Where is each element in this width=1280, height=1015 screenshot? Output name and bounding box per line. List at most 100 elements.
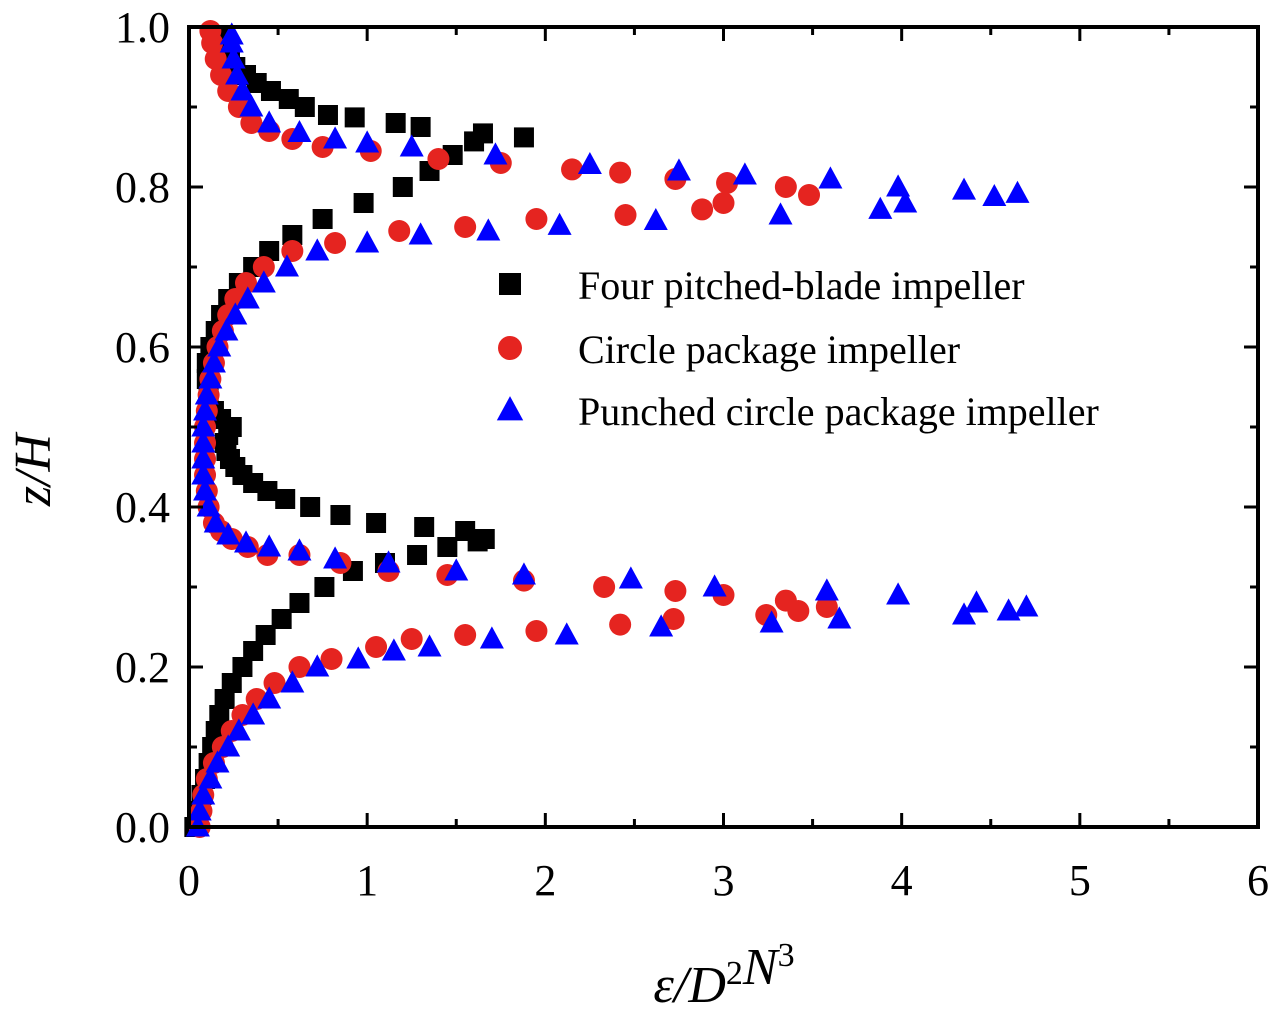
data-point — [649, 614, 674, 637]
data-point — [407, 545, 428, 565]
legend-label: Four pitched-blade impeller — [578, 263, 1025, 308]
data-point — [952, 602, 977, 625]
data-point — [239, 94, 264, 117]
x-tick-label: 5 — [1069, 856, 1091, 905]
data-point — [198, 366, 223, 389]
data-point — [209, 705, 230, 725]
data-point — [274, 254, 299, 277]
axis-ticks — [187, 25, 1260, 829]
data-point — [314, 577, 335, 597]
data-point — [216, 734, 241, 757]
data-point — [511, 562, 536, 585]
data-point — [278, 89, 299, 109]
data-point — [259, 241, 280, 261]
x-tick-label: 3 — [713, 856, 735, 905]
data-point — [479, 626, 504, 649]
data-point — [207, 334, 232, 357]
data-point — [868, 196, 893, 219]
data-point — [234, 530, 259, 553]
data-point — [317, 105, 338, 125]
data-point — [716, 172, 739, 194]
data-point — [1005, 180, 1030, 203]
legend: Four pitched-blade impeller Circle packag… — [496, 263, 1099, 434]
x-tick-label: 6 — [1247, 856, 1269, 905]
data-point — [216, 522, 241, 545]
data-point — [219, 22, 244, 45]
data-point — [203, 510, 228, 533]
data-point — [996, 598, 1021, 621]
data-point — [437, 537, 458, 557]
data-point — [577, 152, 602, 175]
data-point — [815, 596, 838, 618]
data-point — [472, 123, 493, 144]
y-tick-label: 0.8 — [115, 163, 170, 212]
data-point — [759, 610, 784, 633]
data-point — [330, 505, 351, 525]
data-point — [191, 446, 216, 469]
data-point — [294, 97, 315, 117]
data-point — [381, 638, 406, 661]
data-point — [275, 489, 296, 509]
data-point — [223, 302, 248, 325]
data-point — [399, 134, 424, 157]
data-point — [618, 566, 643, 589]
axis-tick-labels: 0 1 2 3 4 5 6 0.0 0.2 0.4 0.6 0.8 1.0 — [115, 3, 1269, 905]
y-tick-label: 0.0 — [115, 803, 170, 852]
data-point — [614, 204, 637, 226]
y-tick-label: 0.4 — [115, 483, 170, 532]
data-point — [191, 782, 216, 805]
data-point — [240, 112, 263, 134]
x-axis-title: ε/D2N3 — [653, 937, 794, 1014]
x-tick-label: 1 — [356, 856, 378, 905]
data-point — [225, 62, 250, 85]
data-point — [198, 766, 223, 789]
data-point — [525, 208, 548, 230]
data-point — [191, 430, 216, 453]
legend-label: Punched circle package impeller — [578, 389, 1099, 434]
data-point — [214, 689, 235, 709]
data-point — [454, 216, 477, 238]
data-point — [666, 158, 691, 181]
data-point — [774, 176, 797, 198]
data-point — [199, 20, 222, 42]
data-point — [355, 130, 380, 153]
data-point — [400, 628, 423, 650]
data-point — [232, 657, 253, 677]
data-point — [194, 382, 219, 405]
data-point — [798, 184, 821, 206]
data-point — [561, 158, 584, 181]
y-tick-label: 0.6 — [115, 323, 170, 372]
data-point — [305, 654, 330, 677]
data-point — [554, 622, 579, 645]
data-point — [664, 580, 687, 602]
data-point — [712, 192, 735, 214]
data-point — [702, 574, 727, 597]
legend-label: Circle package impeller — [578, 327, 960, 372]
data-point — [476, 218, 501, 241]
y-tick-label: 0.2 — [115, 643, 170, 692]
data-point — [230, 78, 255, 101]
data-point — [257, 686, 282, 709]
data-point — [257, 110, 282, 133]
data-point — [243, 641, 264, 661]
data-point — [417, 634, 442, 657]
data-point — [814, 578, 839, 601]
data-point — [513, 127, 534, 148]
legend-marker — [496, 396, 524, 421]
data-point — [226, 718, 251, 741]
legend-marker — [498, 336, 522, 360]
legend-marker — [499, 273, 521, 295]
data-point — [964, 590, 989, 613]
data-point — [547, 212, 572, 235]
data-point — [323, 546, 348, 569]
data-point — [662, 608, 685, 630]
data-markers — [184, 20, 1039, 838]
data-point — [392, 177, 413, 197]
data-point — [774, 589, 797, 612]
data-point — [410, 117, 431, 137]
data-point — [768, 202, 793, 225]
data-point — [193, 398, 218, 421]
data-point — [593, 576, 616, 598]
data-point — [221, 46, 246, 69]
